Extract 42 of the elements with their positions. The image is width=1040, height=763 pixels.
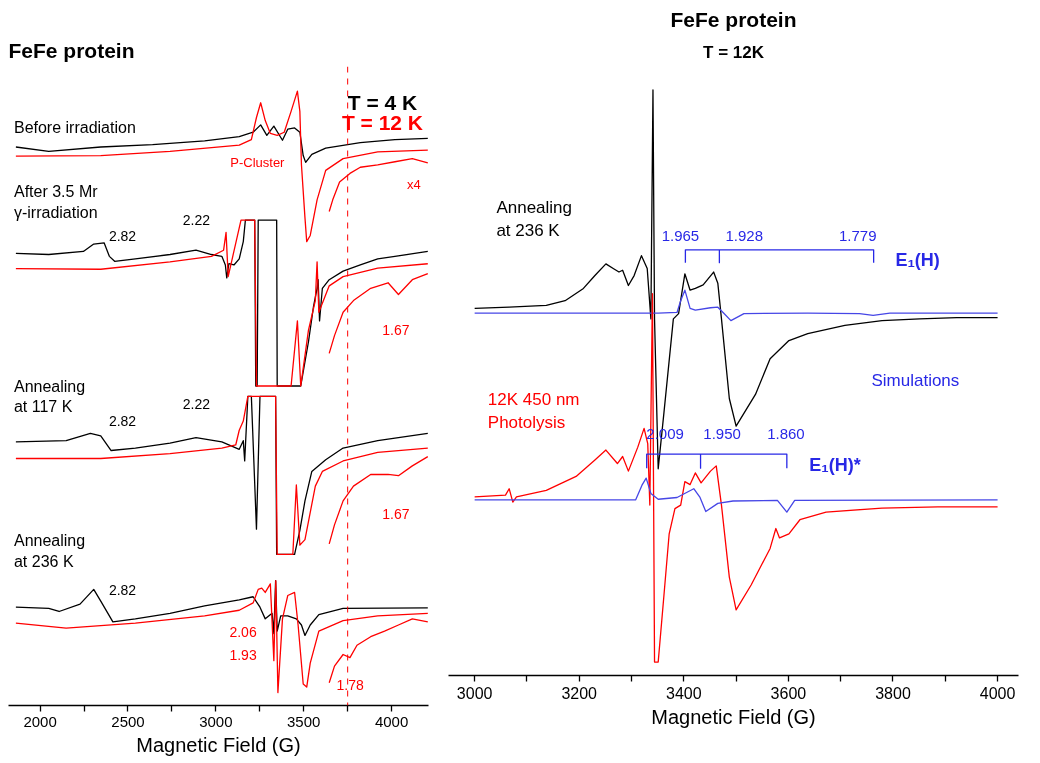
x-tick-label: 3000	[199, 712, 233, 730]
annotation: 1.779	[838, 227, 877, 245]
chart-subtitle: T = 12K	[703, 42, 765, 62]
annotation: 2.22	[182, 211, 211, 228]
annotation: 2.22	[182, 395, 211, 412]
annotation: Before irradiation	[13, 118, 136, 136]
annotation: x4	[407, 176, 421, 192]
annotation: 2.82	[108, 582, 137, 599]
annotation: Annealing at 117 K	[13, 377, 86, 415]
annotation: 1.965	[661, 227, 700, 245]
x-axis-title: Magnetic Field (G)	[651, 705, 816, 728]
annotation: Annealing at 236 K	[496, 198, 573, 241]
annotation: 1.950	[703, 424, 741, 442]
x-tick-label: 3200	[561, 684, 598, 702]
x-tick-label: 2500	[111, 712, 145, 730]
chart-title: FeFe protein	[8, 38, 135, 62]
annotation: 12K 450 nm Photolysis	[487, 390, 580, 433]
annotation: P-Cluster	[230, 155, 286, 171]
annotation: E₁(H)	[895, 249, 940, 270]
annotation: Simulations	[871, 370, 960, 390]
chart-title: FeFe protein	[670, 7, 797, 31]
annotation: 1.67	[382, 322, 410, 339]
annotation: 1.67	[382, 506, 410, 523]
annotation: 2.82	[108, 413, 137, 430]
x-tick-label: 4000	[979, 684, 1016, 702]
x-tick-label: 3800	[875, 684, 911, 702]
annotation: 1.78	[336, 677, 364, 694]
annotation: E₁(H)*	[809, 455, 861, 476]
x-tick-label: 3600	[770, 684, 807, 702]
annotation: 1.860	[767, 424, 805, 442]
annotation: 1.93	[229, 647, 257, 664]
x-tick-label: 3500	[287, 712, 321, 730]
x-tick-label: 3400	[666, 684, 702, 702]
x-axis-title: Magnetic Field (G)	[136, 733, 301, 756]
x-tick-label: 3000	[456, 684, 493, 702]
annotation: Annealing at 236 K	[13, 532, 86, 570]
x-tick-label: 4000	[374, 712, 409, 730]
annotation: 1.928	[725, 227, 764, 245]
annotation: 2.82	[108, 227, 137, 244]
x-tick-label: 2000	[23, 712, 57, 730]
annotation: 2.06	[229, 624, 257, 641]
annotation: After 3.5 Mr γ-irradiation	[13, 183, 99, 221]
